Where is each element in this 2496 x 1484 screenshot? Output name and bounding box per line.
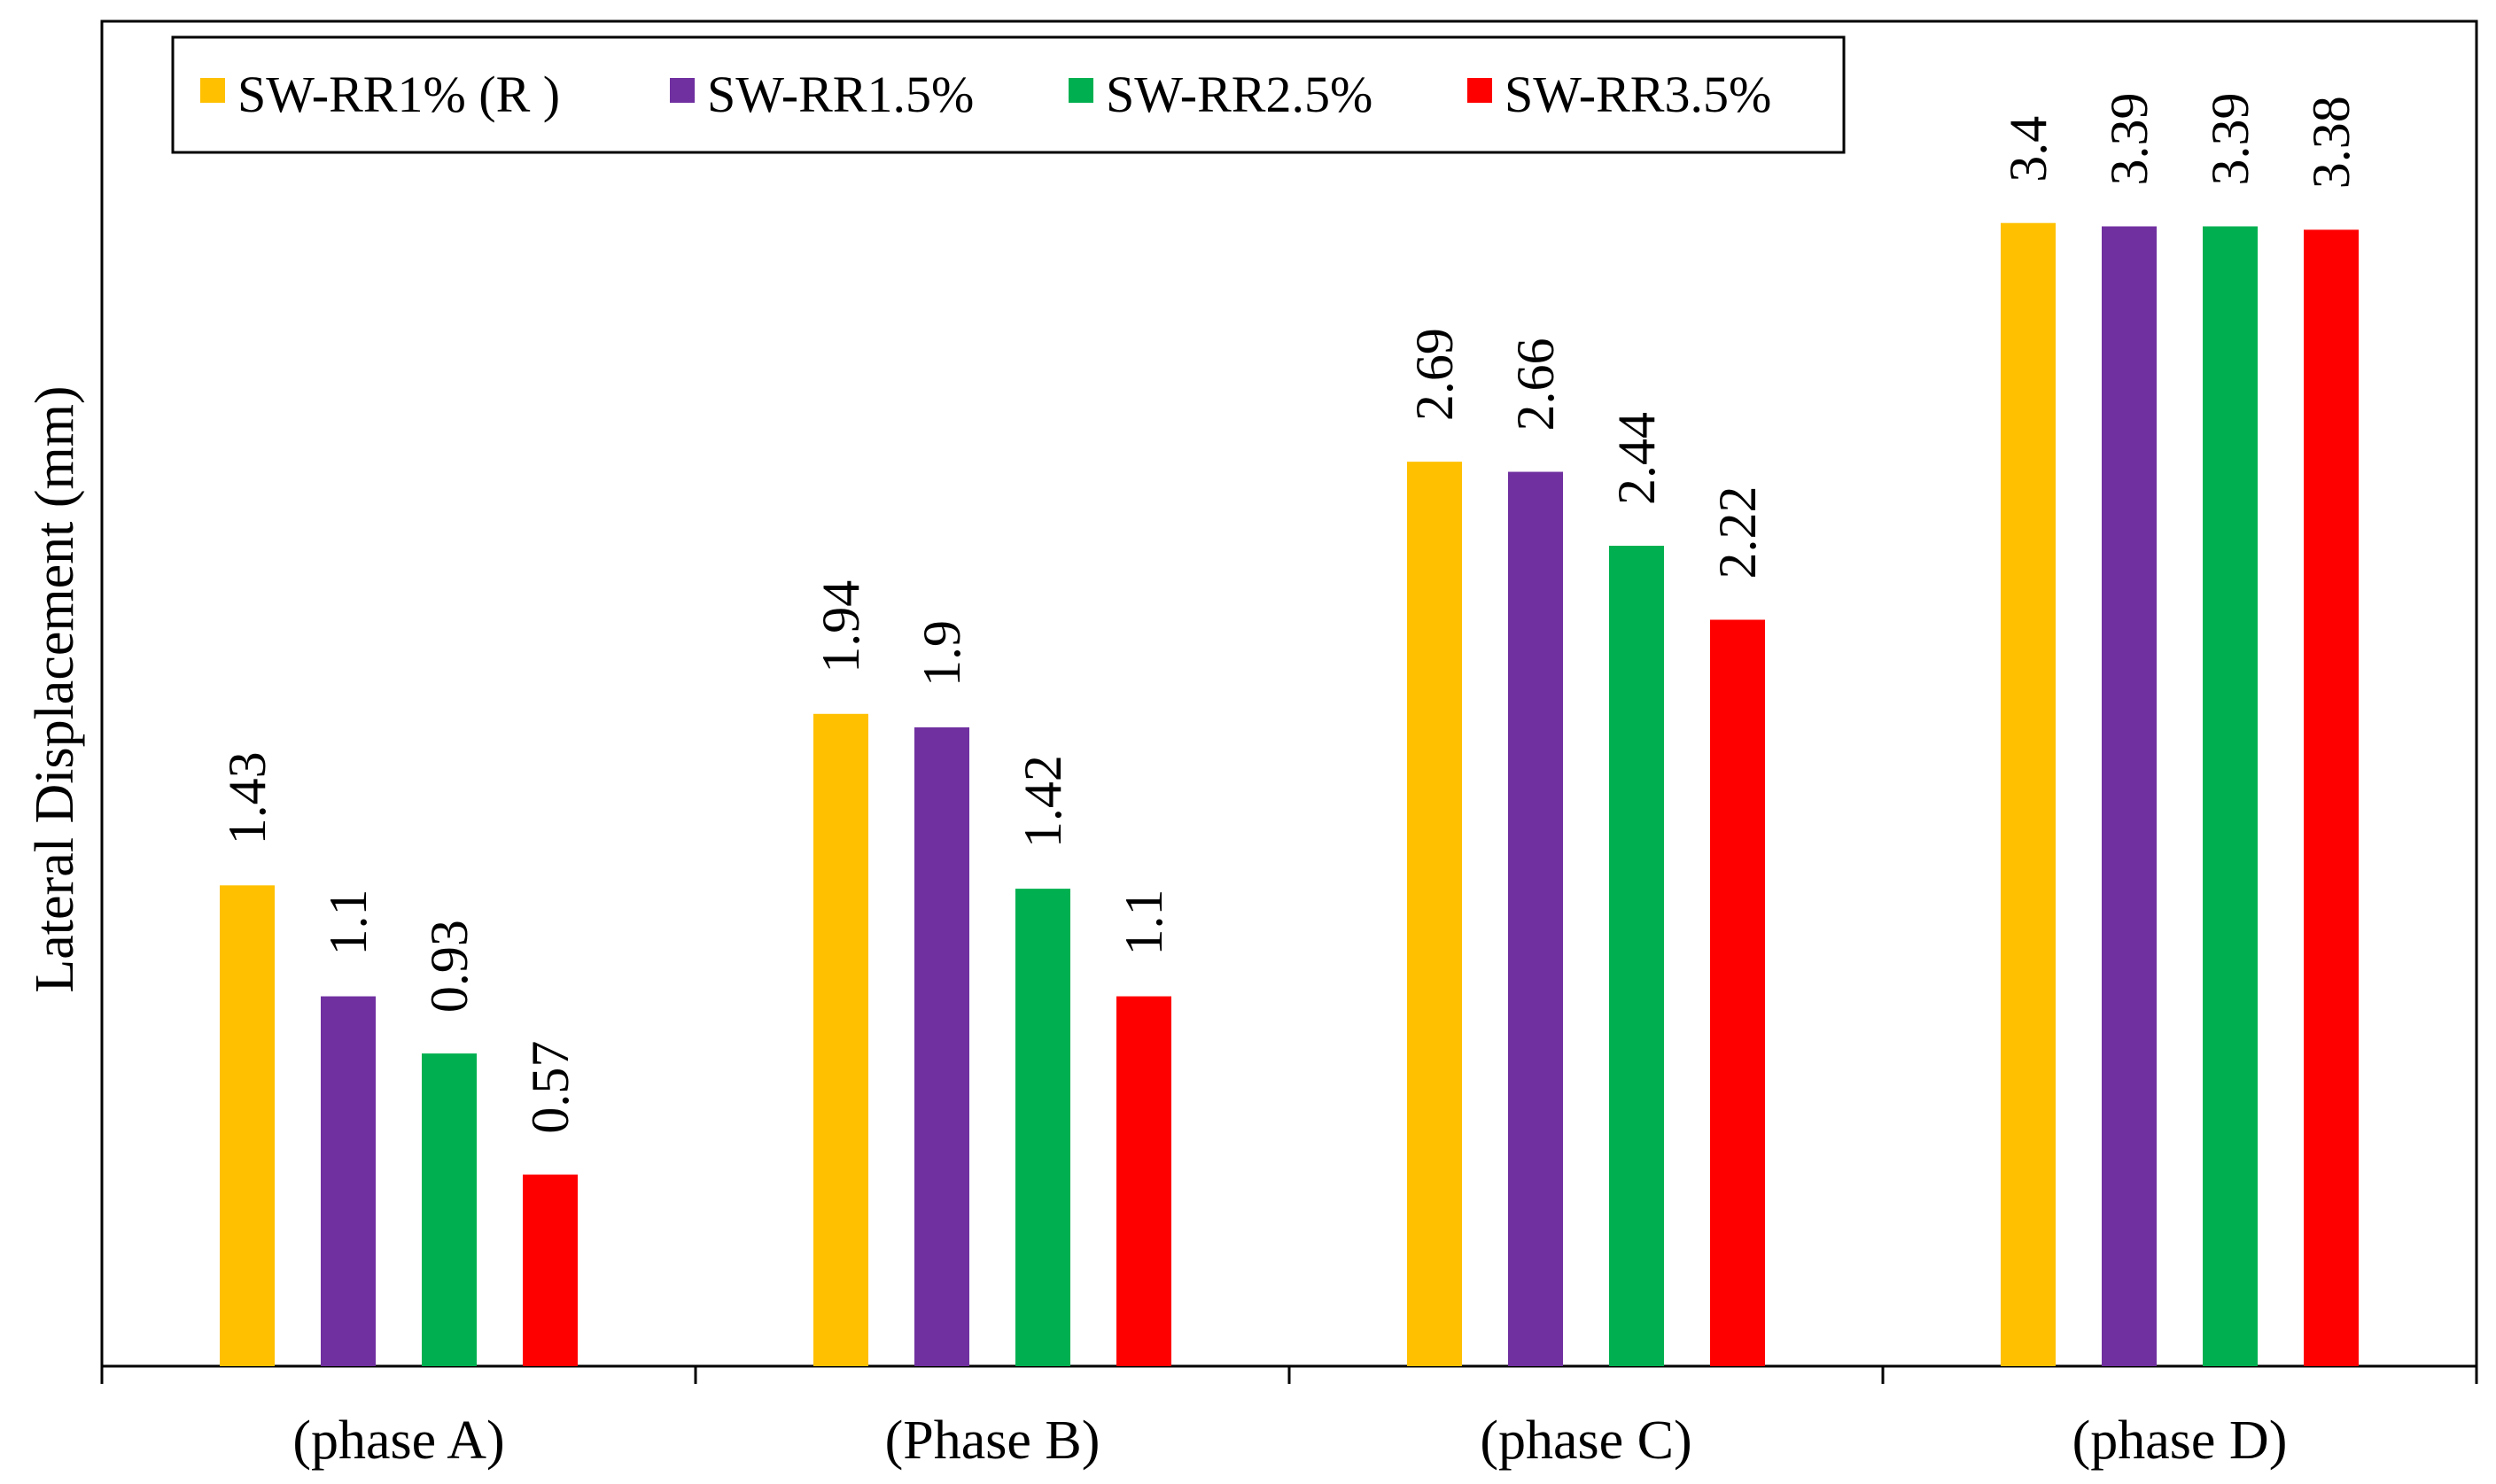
x-tick-label: (phase A): [292, 1410, 504, 1471]
bar: [1407, 462, 1462, 1366]
x-tick-label: (phase D): [2072, 1410, 2288, 1471]
x-tick-label: (Phase B): [885, 1410, 1100, 1471]
bar: [1116, 996, 1171, 1366]
data-label: 1.9: [913, 620, 971, 687]
data-label: 3.39: [2201, 92, 2259, 185]
bar: [422, 1053, 477, 1366]
legend-swatch: [1069, 78, 1093, 103]
data-label: 2.22: [1708, 486, 1767, 579]
legend: SW-RR1% (R ) SW-RR1.5% SW-RR2.5% SW-RR3.5%: [171, 35, 1846, 154]
legend-swatch: [670, 78, 695, 103]
bar: [1710, 619, 1765, 1366]
data-label: 1.43: [218, 751, 276, 844]
legend-label: SW-RR2.5%: [1106, 66, 1372, 123]
legend-label: SW-RR1% (R ): [237, 66, 560, 123]
bar: [2001, 222, 2056, 1367]
bar-series: [220, 222, 2359, 1367]
bar: [2102, 226, 2157, 1366]
x-axis-tick-labels: (phase A) (Phase B) (phase C) (phase D): [292, 1410, 2287, 1471]
legend-swatch: [1467, 78, 1492, 103]
x-axis-ticks: [100, 1364, 2478, 1384]
data-label: 0.57: [521, 1041, 579, 1134]
legend-label: SW-RR3.5%: [1505, 66, 1771, 123]
bar: [523, 1174, 578, 1366]
data-label: 3.38: [2302, 96, 2360, 189]
data-label: 1.94: [812, 580, 870, 673]
data-label: 1.1: [1115, 890, 1173, 956]
data-label: 3.4: [1999, 116, 2057, 183]
data-label: 3.39: [2100, 92, 2158, 185]
bar: [1015, 889, 1070, 1366]
data-label: 2.66: [1506, 338, 1565, 431]
bar: [2304, 229, 2359, 1366]
data-label: 0.93: [420, 920, 478, 1013]
legend-label: SW-RR1.5%: [707, 66, 974, 123]
bar: [1609, 546, 1664, 1366]
bar: [220, 885, 275, 1366]
bar: [321, 996, 376, 1366]
data-label: 1.1: [319, 890, 377, 956]
data-label: 1.42: [1014, 755, 1072, 848]
bar: [813, 713, 868, 1366]
legend-box: [171, 35, 1846, 154]
x-tick-label: (phase C): [1480, 1410, 1691, 1471]
data-labels: 1.43 1.1 0.93 0.57 1.94 1.9 1.42 1.1 2.69 2.66 2.4…: [218, 92, 2360, 1133]
bar: [1508, 471, 1563, 1366]
data-label: 2.69: [1405, 328, 1464, 421]
y-axis-label: Lateral Displacement (mm): [25, 385, 85, 992]
bar: [914, 726, 969, 1366]
bar: [2203, 226, 2258, 1366]
data-label: 2.44: [1607, 412, 1666, 505]
legend-swatch: [200, 78, 225, 103]
